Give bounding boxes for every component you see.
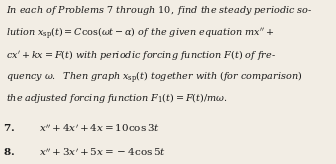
- Text: $\mathit{In\ each\ of\ Problems\ 7\ through\ 10,\ find\ the\ steady\ periodic\ s: $\mathit{In\ each\ of\ Problems\ 7\ thro…: [6, 4, 312, 17]
- Text: $\mathit{the\ adjusted\ forcing\ function}\ F_1(t) = F(t)/m\omega.$: $\mathit{the\ adjusted\ forcing\ functio…: [6, 91, 227, 105]
- Text: $\mathbf{8.}$: $\mathbf{8.}$: [3, 146, 15, 157]
- Text: $\mathbf{7.}$: $\mathbf{7.}$: [3, 122, 15, 133]
- Text: $cx' + kx = F(t)\ \mathit{with\ periodic\ forcing\ function}\ F(t)\ \mathit{of\ : $cx' + kx = F(t)\ \mathit{with\ periodic…: [6, 48, 276, 62]
- Text: $x'' + 4x' + 4x = 10\cos 3t$: $x'' + 4x' + 4x = 10\cos 3t$: [39, 122, 160, 134]
- Text: $x'' + 3x' + 5x = -4\cos 5t$: $x'' + 3x' + 5x = -4\cos 5t$: [39, 146, 166, 158]
- Text: $\mathit{lution}\ x_{\mathrm{sp}}(t) = C\cos(\omega t - \alpha)\ \mathit{of\ the: $\mathit{lution}\ x_{\mathrm{sp}}(t) = C…: [6, 26, 274, 42]
- Text: $\mathit{quency}\ \omega.\ \ \mathit{Then\ graph}\ x_{\mathrm{sp}}(t)\ \mathit{t: $\mathit{quency}\ \omega.\ \ \mathit{The…: [6, 70, 302, 86]
